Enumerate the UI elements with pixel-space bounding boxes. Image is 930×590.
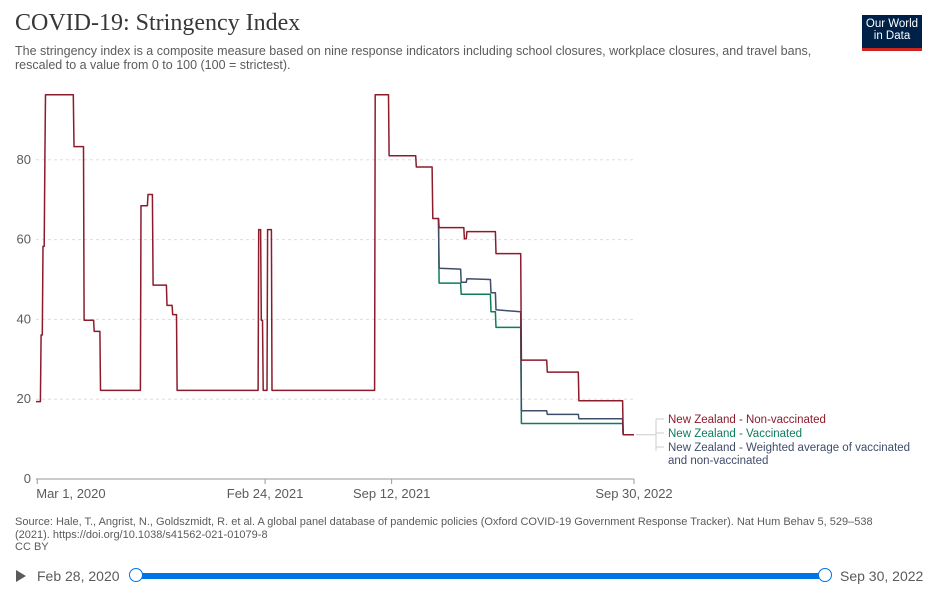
logo-line-2: in Data xyxy=(873,30,911,42)
timeline-start-label: Feb 28, 2020 xyxy=(37,568,120,584)
y-tick-label: 80 xyxy=(17,152,31,167)
chart-title: COVID-19: Stringency Index xyxy=(15,10,301,36)
y-tick-label: 20 xyxy=(17,391,31,406)
x-tick-label: Sep 30, 2022 xyxy=(595,486,672,501)
x-tick-label: Sep 12, 2021 xyxy=(353,486,430,501)
y-tick-label: 40 xyxy=(17,311,31,326)
legend-label-vaccinated: New Zealand - Vaccinated xyxy=(668,428,802,440)
series-line xyxy=(36,94,634,436)
y-tick-label: 60 xyxy=(17,232,31,247)
timeline-track[interactable] xyxy=(136,573,825,579)
x-tick-label: Feb 24, 2021 xyxy=(227,486,304,501)
play-icon[interactable] xyxy=(16,570,26,582)
source-note: Source: Hale, T., Angrist, N., Goldszmid… xyxy=(15,516,885,554)
stringency-chart: 0 20 40 60 80 Mar 1, 2020 Feb 24, 2021 Sep 12, … xyxy=(17,94,910,501)
timeline: Feb 28, 2020 Sep 30, 2022 xyxy=(0,560,930,590)
timeline-start-handle[interactable] xyxy=(129,568,143,582)
legend-label-weighted: New Zealand - Weighted average of vaccin… xyxy=(668,442,910,467)
legend-label-weighted-line-1: New Zealand - Weighted average of vaccin… xyxy=(668,442,910,454)
legend-label-non-vaccinated: New Zealand - Non-vaccinated xyxy=(668,414,826,426)
x-tick-label: Mar 1, 2020 xyxy=(36,486,105,501)
timeline-end-label: Sep 30, 2022 xyxy=(840,568,924,584)
timeline-end-handle[interactable] xyxy=(818,568,832,582)
series-line xyxy=(437,218,624,435)
logo-line-1: Our World xyxy=(865,18,919,30)
source-text: Source: Hale, T., Angrist, N., Goldszmid… xyxy=(15,516,873,541)
legend-label-weighted-line-2: and non-vaccinated xyxy=(668,455,768,467)
series-line xyxy=(437,218,624,435)
y-tick-label: 0 xyxy=(24,471,31,486)
owid-logo[interactable]: Our World in Data xyxy=(862,15,922,51)
license-text[interactable]: CC BY xyxy=(15,541,49,553)
chart-subtitle: The stringency index is a composite meas… xyxy=(15,44,812,72)
